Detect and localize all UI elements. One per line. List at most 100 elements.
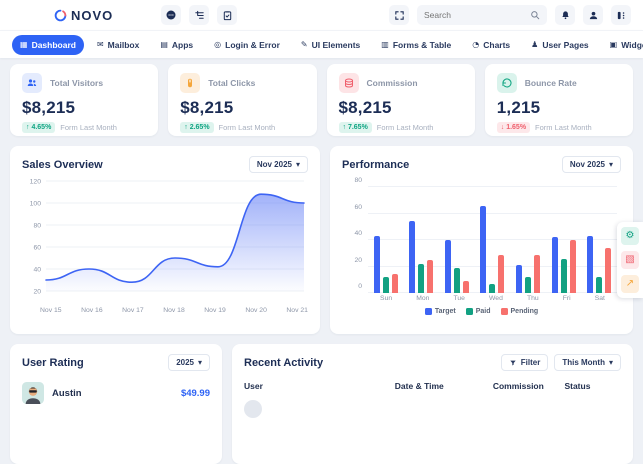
login-error-icon: ◎ (214, 39, 222, 49)
nav-tab-label: UI Elements (311, 39, 361, 50)
performance-title: Performance (342, 158, 410, 171)
bar-group-mon (409, 221, 434, 293)
nav-tab-charts[interactable]: ◔ Charts (464, 35, 518, 55)
bar-pending (462, 281, 469, 293)
bar-pending (498, 254, 505, 293)
legend-item-pending: Pending (500, 308, 538, 315)
activity-period-dropdown[interactable]: This Month ▾ (554, 354, 621, 371)
messages-icon (165, 9, 177, 21)
legend-label: Paid (475, 308, 491, 315)
nav-tab-forms-table[interactable]: ▥ Forms & Table (373, 35, 459, 55)
table-row-avatar (244, 400, 262, 418)
sales-period-dropdown[interactable]: Nov 2025 ▾ (248, 156, 308, 173)
search-input[interactable] (424, 10, 530, 20)
filter-button[interactable] (189, 5, 210, 25)
bar-pending (605, 247, 612, 293)
rating-user-name: Austin (52, 387, 82, 399)
layout-toggle-button[interactable] (611, 5, 631, 25)
fullscreen-button[interactable] (389, 5, 409, 25)
bar-group-sun (373, 236, 398, 293)
main-content: Total Visitors $8,215 ↑ 4.65% Form Last … (0, 58, 643, 464)
funnel-icon (509, 359, 517, 367)
x-tick-label: Nov 19 (204, 307, 226, 314)
filter-button-label: Filter (520, 358, 541, 367)
quick-settings-panel: ⚙ ▧ ↗ (617, 222, 643, 298)
activity-period-value: This Month (562, 358, 605, 367)
y-tick-label: 60 (354, 203, 362, 211)
shortcuts-icon[interactable]: ↗ (621, 275, 639, 293)
performance-period-dropdown[interactable]: Nov 2025 ▾ (561, 156, 621, 173)
nav-tab-user-pages[interactable]: ♟ User Pages (523, 35, 596, 55)
nav-tab-dashboard[interactable]: ▦ Dashboard (12, 34, 84, 55)
rating-row[interactable]: Austin $49.99 (22, 382, 210, 404)
stat-note: Form Last Month (535, 123, 592, 132)
x-tick-label: Wed (489, 295, 503, 302)
y-tick-label: 20 (354, 256, 362, 264)
stat-value: $8,215 (22, 98, 76, 117)
bar-pending (391, 274, 398, 293)
apps-icon: ▤ (160, 39, 168, 49)
stat-value: $8,215 (338, 98, 392, 117)
sales-chart: 20 40 60 80 100 120 (22, 173, 308, 309)
dashboard-icon: ▦ (20, 39, 28, 49)
filter-icon (194, 10, 205, 21)
user-menu-button[interactable] (583, 5, 603, 25)
nav-tab-login-error[interactable]: ◎ Login & Error (206, 35, 288, 55)
search-box[interactable] (417, 5, 547, 25)
stat-card-bounce-rate: Bounce Rate 1,215 ↓ 1.65% Form Last Mont… (484, 64, 633, 136)
x-tick-label: Nov 20 (245, 307, 267, 314)
mouse-icon (180, 73, 201, 93)
legend-item-paid: Paid (465, 308, 491, 315)
stat-change-badge: ↑ 7.65% (338, 122, 372, 133)
nav-tab-apps[interactable]: ▤ Apps (152, 35, 201, 55)
tasks-button[interactable] (217, 5, 238, 25)
nav-tab-mailbox[interactable]: ✉ Mailbox (89, 35, 147, 55)
rating-year-dropdown[interactable]: 2025 ▾ (168, 354, 210, 371)
bar-target (409, 221, 416, 293)
legend-swatch (465, 308, 473, 315)
svg-text:100: 100 (30, 200, 42, 207)
svg-text:120: 120 (30, 178, 42, 185)
nav-tab-ui-elements[interactable]: ✎ UI Elements (293, 35, 368, 55)
x-tick-label: Mon (416, 295, 430, 302)
stat-title: Bounce Rate (524, 78, 577, 88)
coins-icon (338, 73, 359, 93)
filter-button[interactable]: Filter (500, 354, 549, 371)
bar-paid (453, 267, 460, 293)
messages-button[interactable] (161, 5, 182, 25)
performance-chart: 0 20 40 60 80 (354, 177, 617, 293)
brand[interactable]: NOVO (54, 8, 113, 23)
nav-tab-label: Widgets (621, 39, 643, 50)
novo-logo-icon (54, 9, 67, 22)
legend-label: Target (434, 308, 456, 315)
gridline (368, 212, 617, 214)
widgets-icon: ▣ (609, 39, 618, 49)
x-tick-label: Nov 21 (286, 307, 308, 314)
stat-note: Form Last Month (376, 123, 434, 132)
activity-table-header: User Date & Time Commission Status (244, 381, 621, 391)
customizer-icon[interactable]: ▧ (621, 251, 639, 269)
nav-tab-label: Login & Error (225, 39, 280, 50)
rating-year-value: 2025 (176, 358, 194, 367)
user-rating-card: User Rating 2025 ▾ Austin $ (10, 344, 222, 464)
legend-swatch (500, 308, 508, 315)
sales-overview-card: Sales Overview Nov 2025 ▾ 20 40 60 80 100 120… (10, 146, 320, 334)
bar-paid (418, 263, 425, 293)
svg-text:20: 20 (33, 288, 41, 295)
svg-text:80: 80 (33, 222, 41, 229)
topbar-right (389, 5, 631, 25)
x-tick-label: Nov 17 (122, 307, 144, 314)
stat-title: Commission (366, 78, 418, 88)
notifications-button[interactable] (555, 5, 575, 25)
user-rating-title: User Rating (22, 356, 84, 369)
y-tick-label: 0 (358, 283, 362, 290)
settings-icon[interactable]: ⚙ (621, 227, 639, 245)
nav-tab-widgets[interactable]: ▣ Widgets (602, 35, 643, 55)
x-tick-label: Tue (453, 295, 465, 302)
stat-title: Total Visitors (50, 78, 104, 88)
column-header-date-time: Date & Time (394, 381, 444, 391)
avatar (22, 382, 44, 404)
gridline (368, 186, 617, 187)
forms-table-icon: ▥ (381, 39, 389, 49)
clipboard-check-icon (222, 10, 233, 21)
